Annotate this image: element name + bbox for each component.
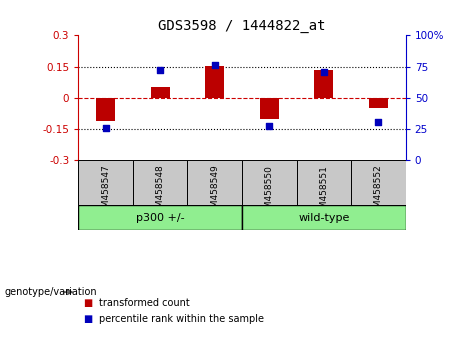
Bar [133, 160, 188, 205]
Point [102, 125, 109, 131]
Bar [314, 70, 333, 98]
Bar [151, 87, 170, 98]
Text: GSM458552: GSM458552 [374, 165, 383, 219]
Bar [242, 160, 296, 205]
Point [211, 62, 219, 67]
Point [157, 67, 164, 73]
Text: genotype/variation: genotype/variation [5, 287, 97, 297]
Point [375, 119, 382, 125]
Text: GSM458549: GSM458549 [210, 165, 219, 219]
Bar [369, 98, 388, 108]
Text: transformed count: transformed count [99, 298, 190, 308]
Text: p300 +/-: p300 +/- [136, 213, 184, 223]
Point [320, 69, 327, 75]
Text: percentile rank within the sample: percentile rank within the sample [99, 314, 264, 324]
Bar [242, 205, 406, 230]
Bar [188, 160, 242, 205]
Bar [205, 65, 225, 98]
Bar [78, 205, 242, 230]
Bar [351, 160, 406, 205]
Text: ■: ■ [83, 298, 92, 308]
Point [266, 123, 273, 129]
Bar [296, 160, 351, 205]
Bar [96, 98, 115, 121]
Title: GDS3598 / 1444822_at: GDS3598 / 1444822_at [158, 19, 326, 33]
Text: GSM458548: GSM458548 [156, 165, 165, 219]
Text: GSM458547: GSM458547 [101, 165, 110, 219]
Text: ■: ■ [83, 314, 92, 324]
Bar [260, 98, 279, 119]
Text: GSM458551: GSM458551 [319, 165, 328, 219]
Bar [78, 160, 133, 205]
Text: GSM458550: GSM458550 [265, 165, 274, 219]
Text: wild-type: wild-type [298, 213, 349, 223]
